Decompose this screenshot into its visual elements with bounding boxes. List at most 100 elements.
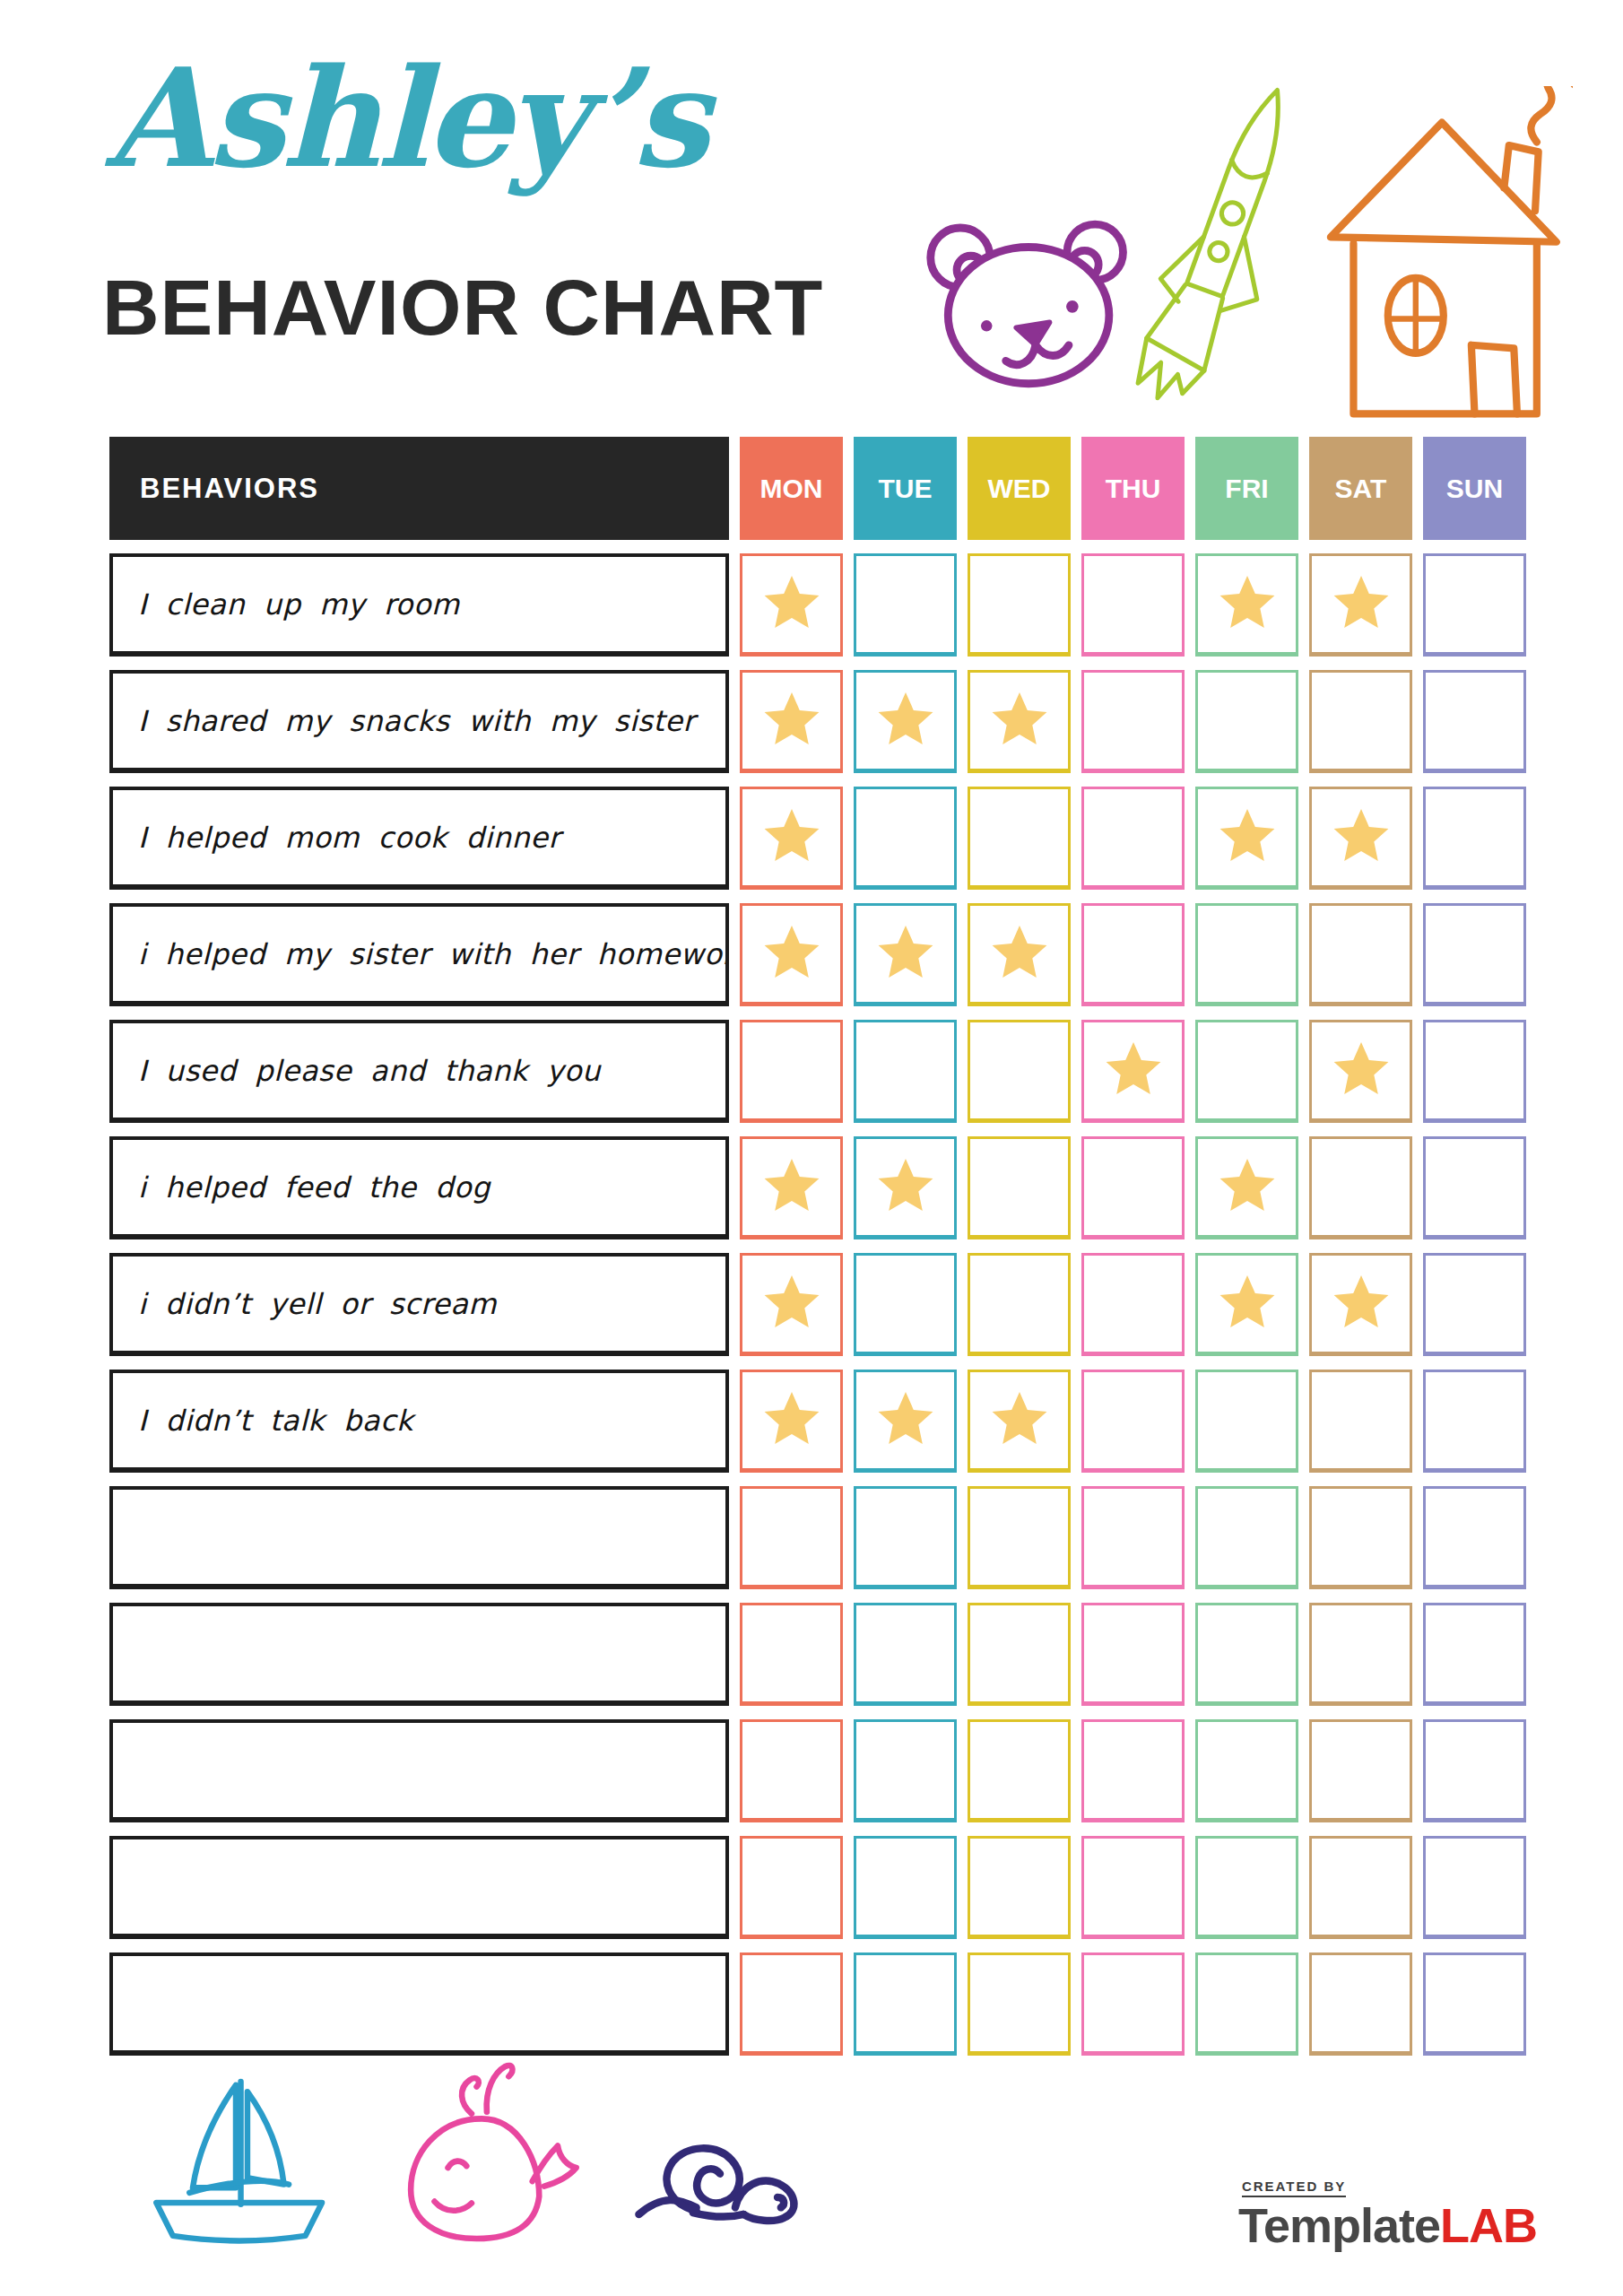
day-cell-r10-sun[interactable] <box>1423 1603 1526 1706</box>
day-cell-r11-sat[interactable] <box>1309 1719 1412 1822</box>
day-cell-r7-tue[interactable] <box>854 1253 957 1356</box>
day-cell-r5-wed[interactable] <box>968 1020 1071 1123</box>
day-cell-r6-tue[interactable] <box>854 1136 957 1239</box>
day-cell-r2-sun[interactable] <box>1423 670 1526 773</box>
day-cell-r1-sat[interactable] <box>1309 553 1412 657</box>
day-cell-r5-fri[interactable] <box>1195 1020 1298 1123</box>
day-cell-r9-wed[interactable] <box>968 1486 1071 1589</box>
day-cell-r3-thu[interactable] <box>1081 787 1185 890</box>
day-cell-r8-mon[interactable] <box>740 1370 843 1473</box>
day-cell-r11-mon[interactable] <box>740 1719 843 1822</box>
day-cell-r12-thu[interactable] <box>1081 1836 1185 1939</box>
day-cell-r4-fri[interactable] <box>1195 903 1298 1006</box>
day-cell-r9-sat[interactable] <box>1309 1486 1412 1589</box>
day-cell-r8-sun[interactable] <box>1423 1370 1526 1473</box>
day-cell-r3-mon[interactable] <box>740 787 843 890</box>
day-cell-r2-thu[interactable] <box>1081 670 1185 773</box>
day-cell-r10-wed[interactable] <box>968 1603 1071 1706</box>
day-cell-r12-wed[interactable] <box>968 1836 1071 1939</box>
day-cell-r10-tue[interactable] <box>854 1603 957 1706</box>
day-cell-r9-mon[interactable] <box>740 1486 843 1589</box>
behavior-label-empty[interactable] <box>109 1603 729 1706</box>
day-cell-r7-mon[interactable] <box>740 1253 843 1356</box>
day-cell-r4-sun[interactable] <box>1423 903 1526 1006</box>
day-cell-r7-sun[interactable] <box>1423 1253 1526 1356</box>
behavior-label-empty[interactable] <box>109 1486 729 1589</box>
day-cell-r2-fri[interactable] <box>1195 670 1298 773</box>
day-cell-r3-sat[interactable] <box>1309 787 1412 890</box>
day-cell-r11-sun[interactable] <box>1423 1719 1526 1822</box>
day-cell-r3-tue[interactable] <box>854 787 957 890</box>
day-cell-r2-tue[interactable] <box>854 670 957 773</box>
day-cell-r7-wed[interactable] <box>968 1253 1071 1356</box>
star-icon <box>1219 1274 1276 1329</box>
day-cell-r4-thu[interactable] <box>1081 903 1185 1006</box>
day-cell-r10-sat[interactable] <box>1309 1603 1412 1706</box>
day-cell-r4-tue[interactable] <box>854 903 957 1006</box>
day-cell-r11-tue[interactable] <box>854 1719 957 1822</box>
star-icon <box>877 691 934 746</box>
day-cell-r13-tue[interactable] <box>854 1952 957 2056</box>
day-cell-r3-wed[interactable] <box>968 787 1071 890</box>
day-cell-r11-thu[interactable] <box>1081 1719 1185 1822</box>
day-cell-r9-sun[interactable] <box>1423 1486 1526 1589</box>
day-cell-r8-wed[interactable] <box>968 1370 1071 1473</box>
day-cell-r13-sun[interactable] <box>1423 1952 1526 2056</box>
day-cell-r12-sun[interactable] <box>1423 1836 1526 1939</box>
behavior-label-empty[interactable] <box>109 1952 729 2056</box>
day-cell-r4-wed[interactable] <box>968 903 1071 1006</box>
day-cell-r8-tue[interactable] <box>854 1370 957 1473</box>
day-cell-r1-mon[interactable] <box>740 553 843 657</box>
day-cell-r12-mon[interactable] <box>740 1836 843 1939</box>
day-cell-r5-sat[interactable] <box>1309 1020 1412 1123</box>
day-cell-r12-sat[interactable] <box>1309 1836 1412 1939</box>
day-cell-r1-fri[interactable] <box>1195 553 1298 657</box>
day-cell-r13-thu[interactable] <box>1081 1952 1185 2056</box>
day-cell-r3-sun[interactable] <box>1423 787 1526 890</box>
day-cell-r9-tue[interactable] <box>854 1486 957 1589</box>
day-cell-r10-fri[interactable] <box>1195 1603 1298 1706</box>
day-cell-r8-fri[interactable] <box>1195 1370 1298 1473</box>
day-cell-r13-sat[interactable] <box>1309 1952 1412 2056</box>
day-cell-r8-sat[interactable] <box>1309 1370 1412 1473</box>
day-cell-r9-fri[interactable] <box>1195 1486 1298 1589</box>
day-cell-r13-fri[interactable] <box>1195 1952 1298 2056</box>
day-cell-r7-sat[interactable] <box>1309 1253 1412 1356</box>
day-cell-r1-tue[interactable] <box>854 553 957 657</box>
day-cell-r13-mon[interactable] <box>740 1952 843 2056</box>
day-cell-r5-mon[interactable] <box>740 1020 843 1123</box>
day-cell-r5-sun[interactable] <box>1423 1020 1526 1123</box>
day-cell-r12-tue[interactable] <box>854 1836 957 1939</box>
day-cell-r2-mon[interactable] <box>740 670 843 773</box>
day-cell-r4-sat[interactable] <box>1309 903 1412 1006</box>
day-cell-r3-fri[interactable] <box>1195 787 1298 890</box>
behavior-label-empty[interactable] <box>109 1719 729 1822</box>
day-cell-r6-sat[interactable] <box>1309 1136 1412 1239</box>
day-cell-r1-wed[interactable] <box>968 553 1071 657</box>
day-cell-r10-mon[interactable] <box>740 1603 843 1706</box>
behavior-label: I clean up my room <box>109 553 729 657</box>
day-cell-r1-thu[interactable] <box>1081 553 1185 657</box>
star-icon <box>763 924 820 979</box>
day-cell-r6-wed[interactable] <box>968 1136 1071 1239</box>
day-cell-r6-fri[interactable] <box>1195 1136 1298 1239</box>
day-cell-r8-thu[interactable] <box>1081 1370 1185 1473</box>
day-cell-r5-thu[interactable] <box>1081 1020 1185 1123</box>
day-cell-r7-fri[interactable] <box>1195 1253 1298 1356</box>
day-cell-r11-wed[interactable] <box>968 1719 1071 1822</box>
day-cell-r6-mon[interactable] <box>740 1136 843 1239</box>
day-cell-r4-mon[interactable] <box>740 903 843 1006</box>
day-cell-r2-wed[interactable] <box>968 670 1071 773</box>
day-cell-r7-thu[interactable] <box>1081 1253 1185 1356</box>
day-cell-r13-wed[interactable] <box>968 1952 1071 2056</box>
behavior-label-empty[interactable] <box>109 1836 729 1939</box>
day-cell-r10-thu[interactable] <box>1081 1603 1185 1706</box>
day-cell-r5-tue[interactable] <box>854 1020 957 1123</box>
day-cell-r12-fri[interactable] <box>1195 1836 1298 1939</box>
day-cell-r9-thu[interactable] <box>1081 1486 1185 1589</box>
day-cell-r2-sat[interactable] <box>1309 670 1412 773</box>
day-cell-r6-thu[interactable] <box>1081 1136 1185 1239</box>
day-cell-r1-sun[interactable] <box>1423 553 1526 657</box>
day-cell-r6-sun[interactable] <box>1423 1136 1526 1239</box>
day-cell-r11-fri[interactable] <box>1195 1719 1298 1822</box>
